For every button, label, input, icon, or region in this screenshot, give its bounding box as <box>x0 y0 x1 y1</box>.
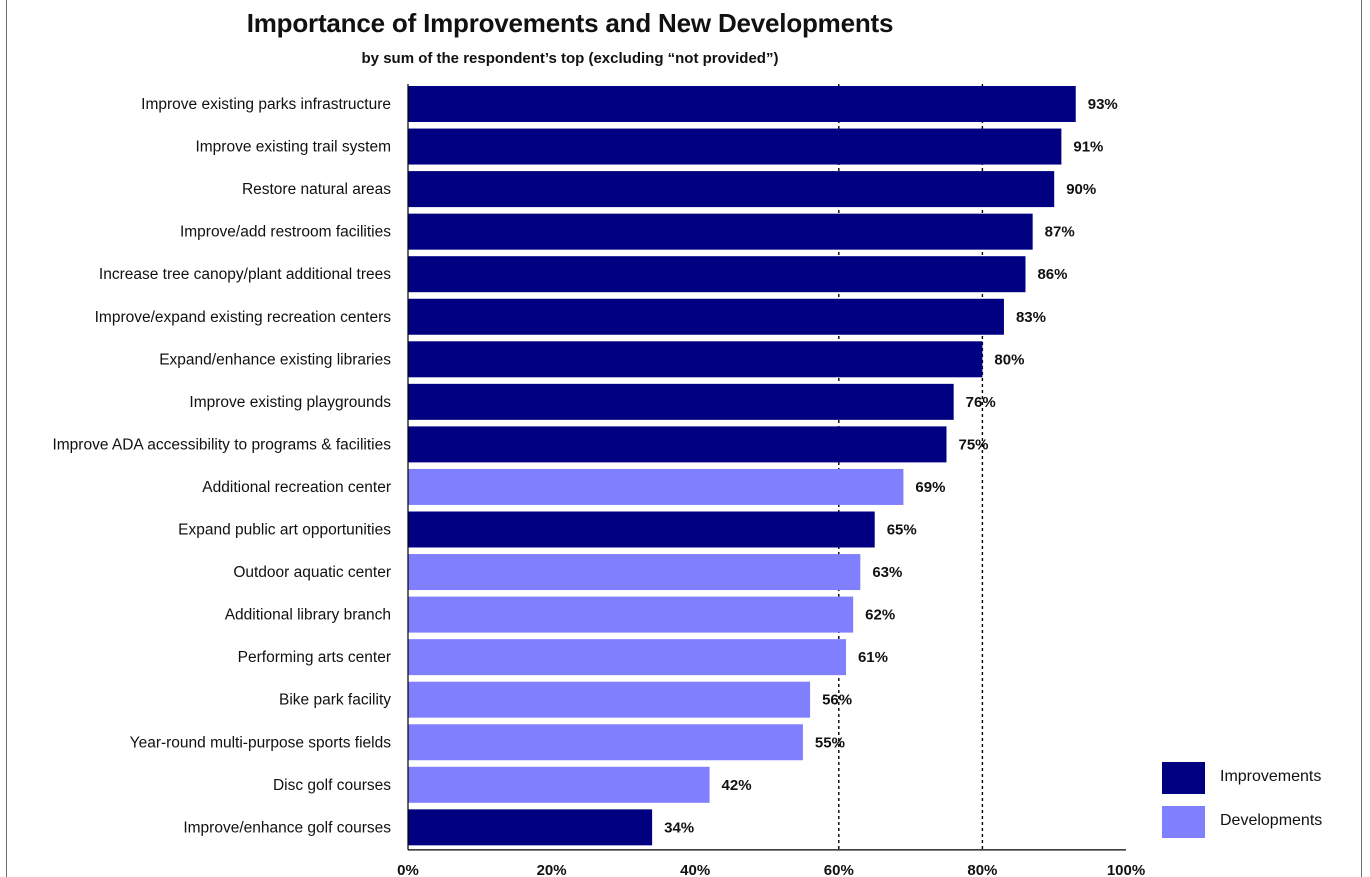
bar <box>408 128 1062 165</box>
bar <box>408 213 1033 250</box>
bar-row: Expand/enhance existing libraries 80% <box>159 341 1024 378</box>
bar-row: Additional library branch 62% <box>225 596 895 633</box>
category-label: Additional library branch <box>225 607 391 624</box>
bar-row: Additional recreation center 69% <box>202 468 945 505</box>
data-label: 69% <box>915 479 945 496</box>
category-label: Improve ADA accessibility to programs & … <box>52 436 391 453</box>
bar-row: Improve ADA accessibility to programs & … <box>52 426 989 463</box>
bar <box>408 809 653 846</box>
bar-row: Year-round multi-purpose sports fields 55… <box>130 724 845 761</box>
category-label: Year-round multi-purpose sports fields <box>130 734 392 751</box>
legend-label-improvements: Improvements <box>1220 768 1322 785</box>
category-label: Expand public art opportunities <box>178 522 391 539</box>
category-label: Performing arts center <box>238 649 391 666</box>
x-tick-label: 40% <box>680 862 710 877</box>
x-tick-label: 20% <box>537 862 567 877</box>
data-label: 86% <box>1037 266 1067 283</box>
category-label: Improve existing trail system <box>195 139 391 156</box>
bar <box>408 554 861 591</box>
bar-row: Disc golf courses 42% <box>273 766 752 803</box>
chart-frame <box>6 0 1362 877</box>
data-label: 93% <box>1088 96 1118 113</box>
bar <box>408 171 1055 208</box>
bar <box>408 86 1076 122</box>
legend-label-developments: Developments <box>1220 812 1323 829</box>
bar <box>408 298 1004 335</box>
legend-item-improvements: Improvements <box>1162 762 1362 798</box>
bar-row: Bike park facility 56% <box>279 681 852 718</box>
bar-row: Expand public art opportunities 65% <box>178 511 917 548</box>
bar <box>408 766 710 803</box>
data-label: 56% <box>822 692 852 709</box>
bar <box>408 681 811 718</box>
bar-row: Improve/expand existing recreation cente… <box>95 298 1046 335</box>
category-label: Improve existing parks infrastructure <box>141 96 391 113</box>
data-label: 83% <box>1016 309 1046 326</box>
category-label: Improve/enhance golf courses <box>183 819 391 836</box>
bar-row: Improve existing playgrounds 76% <box>189 383 996 420</box>
category-label: Improve/add restroom facilities <box>180 224 391 241</box>
data-label: 55% <box>815 734 845 751</box>
x-tick-label: 80% <box>967 862 997 877</box>
legend-item-developments: Developments <box>1162 806 1362 842</box>
bar <box>408 426 947 463</box>
bar <box>408 596 854 633</box>
data-label: 91% <box>1073 139 1103 156</box>
x-axis: 0% 20% 40% 60% 80% 100% <box>397 84 1145 877</box>
reference-lines <box>838 84 984 850</box>
bar <box>408 468 904 505</box>
category-label: Restore natural areas <box>242 181 391 198</box>
bar <box>408 639 846 676</box>
bar <box>408 256 1026 293</box>
category-label: Outdoor aquatic center <box>233 564 391 581</box>
bar <box>408 383 954 420</box>
data-label: 75% <box>959 436 989 453</box>
data-label: 76% <box>966 394 996 411</box>
bar-row: Improve/add restroom facilities 87% <box>180 213 1075 250</box>
data-label: 65% <box>887 522 917 539</box>
bars: Improve existing parks infrastructure 93%… <box>52 86 1118 846</box>
category-label: Improve existing playgrounds <box>189 394 391 411</box>
data-label: 34% <box>664 819 694 836</box>
bar <box>408 724 803 761</box>
chart-subtitle: by sum of the respondent’s top (excludin… <box>361 50 779 67</box>
bar <box>408 341 983 378</box>
legend-swatch-improvements <box>1162 762 1205 794</box>
data-label: 90% <box>1066 181 1096 198</box>
chart-title: Importance of Improvements and New Devel… <box>246 8 894 38</box>
category-label: Disc golf courses <box>273 777 391 794</box>
data-label: 61% <box>858 649 888 666</box>
bar-row: Improve/enhance golf courses 34% <box>183 809 694 846</box>
bar-row: Outdoor aquatic center 63% <box>233 554 902 591</box>
category-label: Expand/enhance existing libraries <box>159 351 391 368</box>
legend-swatch-developments <box>1162 806 1205 838</box>
data-label: 80% <box>994 351 1024 368</box>
x-tick-label: 100% <box>1107 862 1145 877</box>
category-label: Additional recreation center <box>202 479 391 496</box>
data-label: 87% <box>1045 224 1075 241</box>
category-label: Improve/expand existing recreation cente… <box>95 309 392 326</box>
bar-row: Performing arts center 61% <box>238 639 888 676</box>
bar-row: Increase tree canopy/plant additional tr… <box>99 256 1068 293</box>
data-label: 62% <box>865 607 895 624</box>
bar-row: Improve existing parks infrastructure 93% <box>141 86 1118 122</box>
bar-row: Improve existing trail system 91% <box>195 128 1103 165</box>
x-tick-label: 60% <box>824 862 854 877</box>
data-label: 42% <box>722 777 752 794</box>
bar-row: Restore natural areas 90% <box>242 171 1096 208</box>
category-label: Bike park facility <box>279 692 391 709</box>
category-label: Increase tree canopy/plant additional tr… <box>99 266 391 283</box>
x-tick-label: 0% <box>397 862 419 877</box>
data-label: 63% <box>872 564 902 581</box>
bar <box>408 511 875 548</box>
